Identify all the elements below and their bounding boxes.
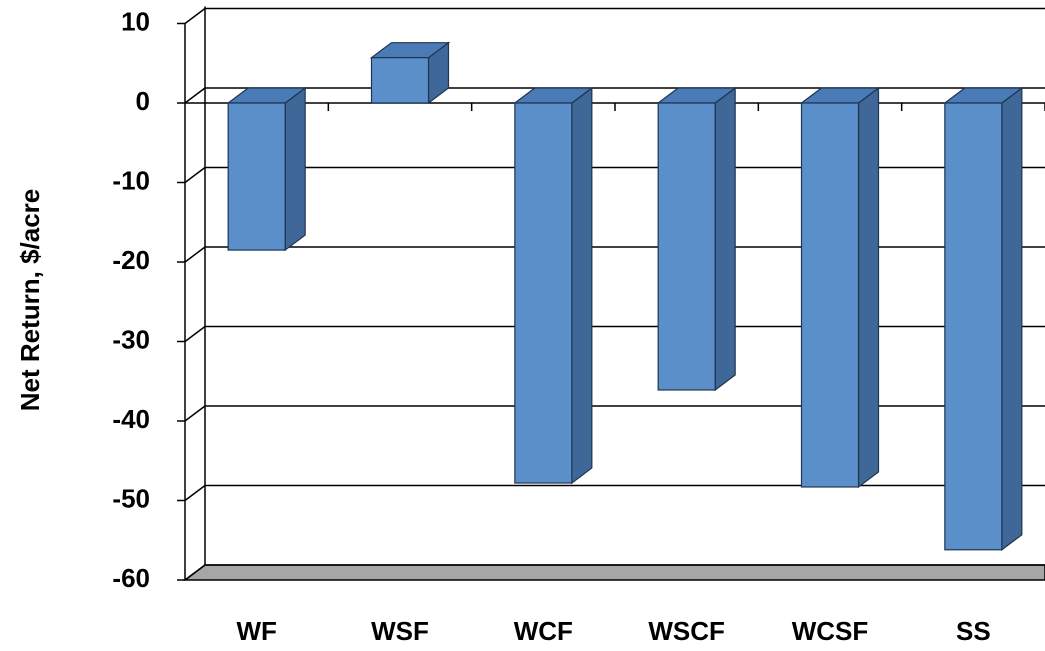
- y-tick-label: -60: [112, 563, 150, 593]
- x-tick-label: WCSF: [792, 616, 869, 646]
- grid-connector: [184, 405, 206, 422]
- bar: [944, 102, 1003, 551]
- bar-side: [571, 86, 593, 485]
- grid-connector: [184, 246, 206, 263]
- x-tick-label: WCF: [514, 616, 573, 646]
- y-tick-label: -40: [112, 404, 150, 434]
- bar-side: [714, 86, 736, 392]
- x-tick-label: WSF: [371, 616, 429, 646]
- y-tick-label: -10: [112, 165, 150, 195]
- grid-connector: [184, 564, 206, 581]
- y-tick-label: 0: [136, 86, 150, 116]
- x-tick-label: SS: [956, 616, 991, 646]
- grid-connector: [184, 325, 206, 343]
- bar-side: [857, 86, 880, 489]
- y-tick-label: -30: [112, 324, 150, 354]
- bar: [514, 102, 573, 484]
- floor: [182, 564, 1045, 581]
- grid-connector: [184, 7, 206, 25]
- grid-connector: [184, 484, 206, 502]
- x-tick-label: WF: [236, 616, 276, 646]
- y-tick-label: 10: [121, 6, 150, 36]
- bar: [657, 102, 716, 391]
- y-tick-label: -20: [112, 245, 150, 275]
- y-tick-label: -50: [112, 483, 150, 513]
- x-tick-label: WSCF: [648, 616, 725, 646]
- grid-connector: [184, 166, 206, 184]
- bar: [800, 102, 860, 488]
- bar: [227, 102, 286, 251]
- y-axis-title: Net Return, $/acre: [15, 189, 45, 412]
- bar-side: [284, 86, 306, 252]
- grid-connector: [184, 87, 206, 104]
- bar: [370, 57, 430, 104]
- bar-side: [1001, 86, 1023, 551]
